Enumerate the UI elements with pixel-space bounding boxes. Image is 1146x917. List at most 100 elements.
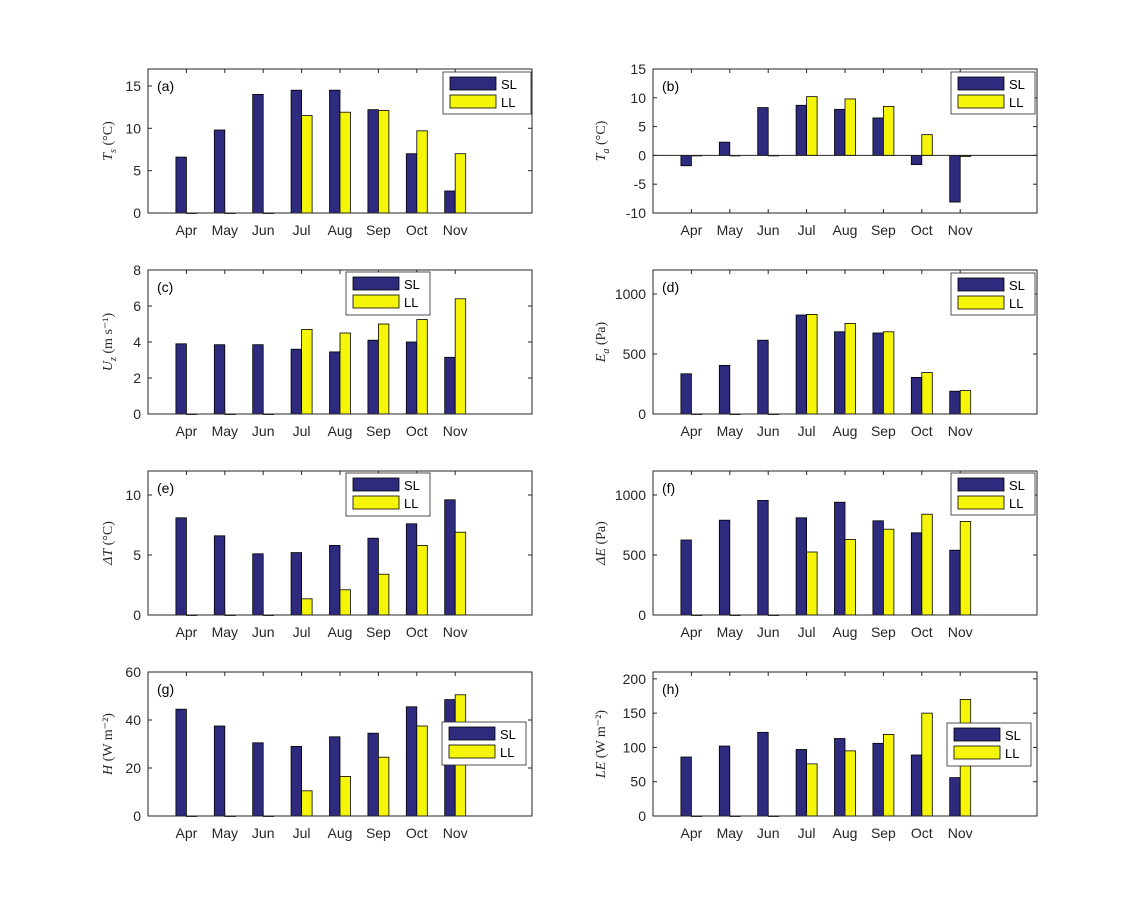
bar-SL-Apr	[175, 156, 187, 214]
bar-SL-Apr	[680, 539, 692, 616]
y-tick-label: 0	[638, 607, 646, 623]
y-tick-label: 8	[133, 262, 141, 278]
bar-SL-Jul	[290, 746, 303, 817]
bar-LL-Aug	[339, 332, 351, 415]
bar-LL-Sep	[883, 528, 895, 616]
subplot-h: Apr May Jun Jul Aug Sep Oct Nov 0 50 100 150 200 (h) L…	[594, 671, 1038, 841]
bar-SL-Nov	[949, 777, 961, 817]
x-tick-label: Apr	[176, 624, 198, 640]
bar-SL-Oct	[405, 341, 418, 415]
bar-SL-Sep	[367, 732, 379, 817]
bar-LL-Aug	[339, 589, 351, 616]
legend-swatch-LL	[957, 94, 1005, 109]
legend-swatch-LL	[352, 294, 400, 309]
panel-label: (g)	[157, 681, 174, 697]
y-tick-label: 500	[623, 547, 647, 563]
x-tick-label: Apr	[681, 624, 703, 640]
bar-LL-Oct	[416, 545, 428, 616]
bar-SL-Jun	[757, 339, 769, 415]
bar-SL-Jul	[290, 348, 303, 415]
x-tick-label: Jun	[252, 222, 275, 238]
bar-LL-Jul	[301, 115, 313, 214]
y-axis-label: Ta (°C)	[594, 120, 612, 161]
bar-SL-Apr	[680, 756, 692, 817]
y-tick-label: 10	[125, 120, 141, 136]
bar-LL-Sep	[377, 110, 390, 214]
x-tick-label: Nov	[443, 624, 468, 640]
y-tick-label: -10	[626, 205, 646, 221]
y-tick-label: 2	[133, 370, 141, 386]
y-tick-label: 0	[133, 808, 141, 824]
bar-SL-May	[718, 745, 731, 817]
bar-LL-Jul	[806, 96, 818, 156]
y-axis-label: ΔE (Pa)	[594, 521, 609, 566]
x-tick-label: Aug	[833, 624, 858, 640]
bar-SL-Jul	[290, 552, 303, 616]
x-tick-label: Oct	[406, 825, 428, 841]
bar-SL-Jul	[795, 517, 807, 616]
y-tick-label: 150	[623, 705, 647, 721]
x-tick-label: Apr	[176, 222, 198, 238]
x-tick-label: Jul	[798, 624, 816, 640]
y-axis-label: Ts (°C)	[101, 121, 119, 161]
x-tick-label: Apr	[176, 825, 198, 841]
x-tick-label: Oct	[911, 624, 933, 640]
bar-SL-Jun	[757, 499, 769, 616]
x-tick-label: Apr	[681, 423, 703, 439]
bar-SL-Jul	[795, 749, 807, 817]
x-tick-label: May	[717, 423, 743, 439]
bar-SL-Aug	[329, 545, 341, 616]
x-tick-label: Jul	[293, 423, 311, 439]
x-tick-label: Aug	[833, 825, 858, 841]
bar-SL-Jun	[252, 553, 264, 616]
y-tick-label: 40	[125, 712, 141, 728]
bar-SL-Sep	[367, 537, 379, 616]
bar-SL-Apr	[680, 154, 692, 167]
x-tick-label: Jul	[293, 222, 311, 238]
legend-swatch-SL	[953, 727, 1001, 742]
bar-LL-Oct	[921, 513, 933, 616]
x-tick-label: Oct	[406, 423, 428, 439]
subplot-c: Apr May Jun Jul Aug Sep Oct Nov 0 2 4 6 8 (c) Uz (m s⁻…	[101, 262, 533, 439]
x-tick-label: Nov	[443, 222, 468, 238]
y-tick-label: 6	[133, 298, 141, 314]
bar-SL-Nov	[444, 356, 456, 415]
bar-SL-Apr	[175, 708, 187, 817]
bar-SL-Oct	[405, 523, 418, 616]
bar-SL-Sep	[367, 339, 379, 415]
legend: SL LL	[946, 722, 1032, 767]
legend: SL LL	[345, 472, 431, 517]
x-tick-label: Aug	[328, 624, 353, 640]
y-axis-label: H (W m⁻²)	[101, 713, 116, 776]
bar-LL-Sep	[883, 331, 895, 415]
y-tick-label: 5	[133, 163, 141, 179]
bar-SL-Nov	[444, 190, 456, 214]
legend-label-LL: LL	[501, 95, 515, 110]
bar-SL-Apr	[175, 517, 187, 616]
legend-label-SL: SL	[1005, 728, 1021, 743]
y-tick-label: 1000	[615, 487, 646, 503]
y-tick-label: 10	[630, 90, 646, 106]
y-tick-label: 5	[133, 547, 141, 563]
legend: SL LL	[950, 272, 1036, 316]
y-tick-label: 0	[638, 406, 646, 422]
x-tick-label: Sep	[871, 423, 896, 439]
y-axis-label: Uz (m s⁻¹)	[101, 313, 119, 372]
legend-swatch-SL	[957, 477, 1005, 492]
bar-SL-Jun	[252, 94, 264, 214]
x-tick-label: Sep	[871, 222, 896, 238]
subplot-a: Apr May Jun Jul Aug Sep Oct Nov 0 5 10 15 (a) Ts (°C)…	[101, 68, 533, 238]
legend: SL LL	[950, 71, 1036, 115]
legend-swatch-SL	[449, 76, 497, 91]
bar-SL-May	[213, 535, 226, 616]
y-tick-label: 0	[133, 607, 141, 623]
bar-SL-Sep	[872, 742, 884, 817]
x-tick-label: Jul	[293, 825, 311, 841]
bar-SL-Apr	[680, 373, 692, 415]
x-tick-label: Nov	[443, 423, 468, 439]
bar-LL-Oct	[921, 134, 933, 156]
y-tick-label: 0	[638, 147, 646, 163]
x-tick-label: Jun	[252, 825, 275, 841]
bar-LL-Jul	[301, 790, 313, 817]
